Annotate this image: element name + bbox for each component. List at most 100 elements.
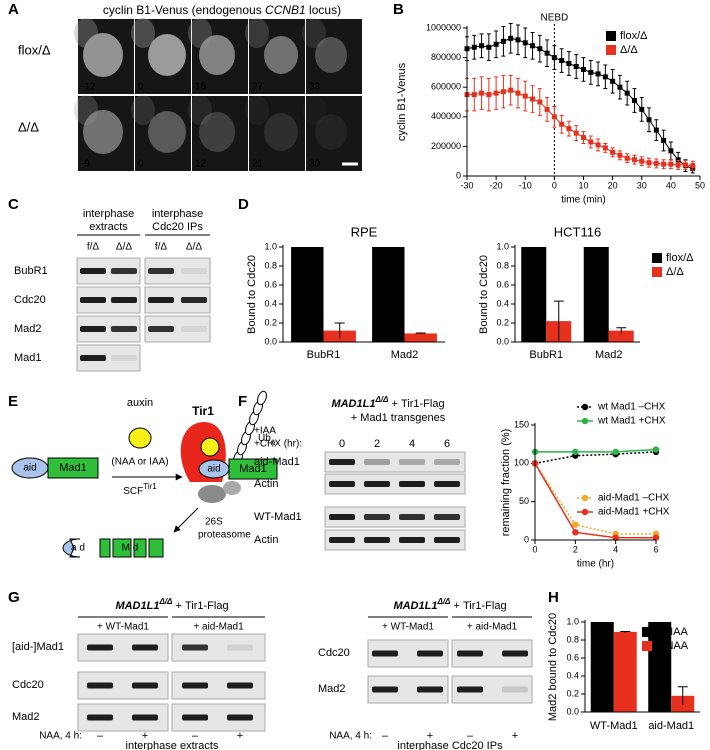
- x-tick-label: 4: [613, 544, 618, 554]
- band: [399, 514, 425, 520]
- band: [329, 481, 355, 487]
- line: [466, 37, 693, 170]
- band: [182, 714, 208, 721]
- band: [132, 644, 158, 651]
- label: SCFTir1: [123, 482, 157, 497]
- time-label: 18: [195, 82, 207, 93]
- label: a d: [71, 543, 85, 554]
- label: –: [467, 730, 474, 742]
- panel-letter: B: [393, 1, 404, 18]
- legend-marker: [652, 253, 662, 263]
- error-bar: [620, 630, 631, 633]
- fit-line: [534, 462, 656, 535]
- label: 2: [374, 438, 380, 450]
- point: [652, 534, 660, 541]
- band: [417, 686, 443, 693]
- band: [80, 355, 106, 361]
- band: [364, 514, 390, 520]
- label: Δ/Δ: [186, 242, 202, 253]
- blot: [324, 529, 466, 551]
- y-axis-label: remaining fraction (%): [500, 429, 512, 537]
- point: [612, 534, 619, 541]
- label: Mad1: [239, 463, 267, 475]
- time-label: 27: [252, 82, 264, 93]
- blot: [324, 506, 466, 528]
- label: f/Δ: [87, 242, 100, 253]
- point: [617, 84, 623, 90]
- label: M d: [122, 543, 139, 554]
- panel-letter: G: [8, 589, 20, 606]
- cell: [131, 18, 155, 48]
- label-part: locus): [306, 3, 341, 17]
- legend-label: flox/Δ: [666, 252, 694, 264]
- point: [522, 40, 528, 46]
- line: [467, 89, 693, 167]
- legend-label: + NAA: [656, 640, 689, 652]
- row-label: aid-Mad1: [254, 456, 300, 468]
- point: [500, 89, 506, 95]
- point: [500, 38, 506, 44]
- label-part: + Tir1-Flag: [388, 398, 444, 410]
- point: [559, 121, 565, 127]
- band: [227, 644, 253, 651]
- band: [399, 537, 425, 543]
- label: NAA, 4 h:: [329, 731, 372, 742]
- band: [111, 268, 137, 274]
- legend-marker: [606, 45, 616, 55]
- label: aid: [23, 463, 36, 474]
- point: [668, 161, 674, 167]
- point: [631, 98, 637, 104]
- band: [182, 682, 208, 689]
- point: [624, 155, 630, 161]
- label: +IAA: [254, 426, 276, 437]
- label-part: Δ/Δ: [158, 597, 173, 606]
- point: [471, 92, 477, 98]
- y-tick-label: 1.0: [496, 241, 509, 251]
- label: +CHX (hr):: [254, 439, 302, 450]
- point: [530, 96, 536, 102]
- band: [399, 459, 425, 465]
- annotation: NEBD: [540, 13, 568, 24]
- point: [610, 149, 616, 155]
- y-tick-label: 0.0: [496, 336, 509, 346]
- x-axis-label: time (hr): [577, 559, 614, 570]
- aid-fragment: [62, 538, 81, 558]
- y-axis-label: Mad2 bound to Cdc20: [547, 613, 559, 721]
- legend-label: wt Mad1 –CHX: [597, 402, 666, 413]
- label-part: MAD1L1: [115, 600, 159, 612]
- y-tick-label: 800000: [431, 52, 461, 62]
- error-bar: [334, 322, 345, 339]
- fit-line: [534, 451, 657, 465]
- x-tick-label: 30: [637, 180, 647, 190]
- time-label: 33: [309, 82, 321, 93]
- legend-label: wt Mad1 +CHX: [597, 416, 666, 427]
- point: [486, 92, 492, 98]
- band: [80, 297, 106, 303]
- y-tick-label: 0: [524, 534, 529, 544]
- cell: [148, 34, 186, 76]
- mad1-domain: [228, 458, 278, 480]
- band: [364, 459, 390, 465]
- row-label: flox/Δ: [18, 42, 51, 57]
- y-axis-label: Bound to Cdc20: [246, 255, 258, 334]
- point: [682, 162, 688, 168]
- complex-part: [198, 485, 226, 503]
- x-tick-label: 6: [653, 544, 658, 554]
- label: NAA, 4 h:: [39, 731, 82, 742]
- point: [617, 152, 623, 158]
- legend-label: aid-Mad1 –CHX: [598, 493, 669, 504]
- point: [537, 46, 543, 52]
- label: extracts: [89, 221, 128, 233]
- label: MAD1L1Δ/Δ + Tir1-Flag: [393, 597, 506, 612]
- legend-marker: [581, 494, 589, 502]
- cell: [245, 95, 269, 125]
- auxin-molecule: [128, 427, 152, 449]
- row-label: Mad1: [14, 352, 42, 364]
- band: [502, 686, 528, 693]
- panel-letter: C: [8, 196, 19, 213]
- y-tick-label: 0.8: [566, 634, 579, 644]
- band: [182, 644, 208, 651]
- band: [364, 481, 390, 487]
- mad1-fragment: [99, 538, 111, 558]
- x-tick-label: 40: [666, 180, 676, 190]
